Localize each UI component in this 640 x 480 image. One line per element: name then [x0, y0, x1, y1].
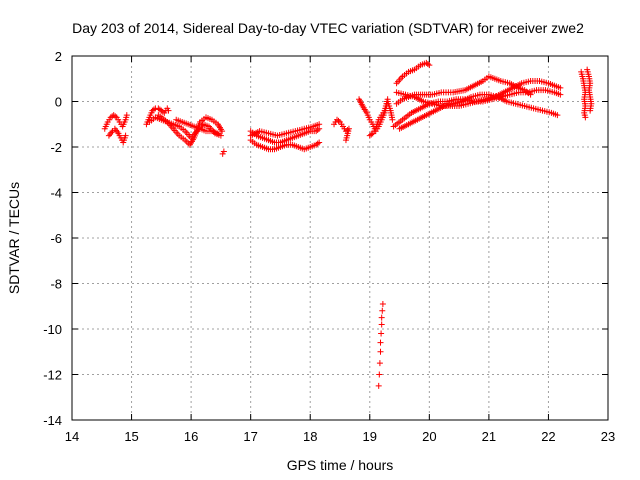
data-point: [342, 137, 349, 144]
data-point: [557, 91, 564, 98]
x-tick-label: 21: [482, 429, 496, 444]
y-tick-label: -6: [50, 231, 62, 246]
x-tick-label: 22: [541, 429, 555, 444]
data-point: [377, 339, 384, 346]
data-point: [378, 314, 385, 321]
x-tick-label: 16: [184, 429, 198, 444]
y-tick-label: 2: [55, 49, 62, 64]
data-point: [378, 321, 385, 328]
y-tick-labels: -14 -12 -10 -8 -6 -4 -2 0 2: [43, 49, 62, 428]
series-track-arc-s: [396, 91, 561, 132]
x-tick-label: 20: [422, 429, 436, 444]
x-tick-label: 19: [363, 429, 377, 444]
series-track-arc-u: [578, 68, 589, 121]
axis-ticks: [71, 55, 609, 421]
series-track-arc-n: [375, 300, 386, 389]
y-tick-label: -10: [43, 322, 62, 337]
chart-title: Day 203 of 2014, Sidereal Day-to-day VTE…: [72, 20, 584, 36]
data-point: [122, 132, 129, 139]
data-point: [165, 107, 172, 114]
x-tick-label: 14: [65, 429, 79, 444]
data-point: [389, 116, 396, 123]
data-point: [150, 106, 157, 113]
data-point: [376, 371, 383, 378]
data-point: [424, 60, 431, 67]
data-point: [587, 107, 594, 114]
y-tick-label: -2: [50, 140, 62, 155]
grid-lines: [72, 56, 608, 420]
data-point: [220, 148, 227, 155]
data-points: [101, 59, 595, 389]
x-tick-label: 18: [303, 429, 317, 444]
data-point: [377, 348, 384, 355]
data-point: [379, 307, 386, 314]
y-tick-label: -12: [43, 368, 62, 383]
x-tick-label: 17: [243, 429, 257, 444]
y-tick-label: -14: [43, 413, 62, 428]
data-point: [557, 84, 564, 91]
x-tick-label: 23: [601, 429, 615, 444]
data-point: [335, 117, 342, 124]
y-axis-label: SDTVAR / TECUs: [6, 182, 22, 294]
y-tick-label: -8: [50, 277, 62, 292]
data-point: [375, 382, 382, 389]
data-point: [379, 300, 386, 307]
data-point: [582, 114, 589, 121]
x-tick-labels: 14 15 16 17 18 19 20 21 22 23: [65, 429, 615, 444]
data-point: [378, 330, 385, 337]
data-point: [214, 130, 221, 137]
data-point: [426, 62, 433, 69]
y-tick-label: -4: [50, 186, 62, 201]
series-track-arc-v: [584, 66, 595, 114]
series-track-arc-f: [173, 116, 221, 137]
data-point: [219, 128, 226, 135]
data-point: [316, 139, 323, 146]
x-tick-label: 15: [124, 429, 138, 444]
data-point: [316, 121, 323, 128]
y-tick-label: 0: [55, 95, 62, 110]
data-point: [183, 138, 190, 145]
data-point: [314, 140, 321, 147]
series-track-arc-k: [331, 116, 352, 144]
data-point: [159, 108, 166, 115]
series-track-arc-q: [393, 78, 564, 110]
x-axis-label: GPS time / hours: [287, 457, 394, 473]
data-point: [368, 131, 375, 138]
data-point: [554, 112, 561, 119]
series-track-arc-g: [219, 148, 227, 157]
series-track-arc-a: [101, 112, 130, 132]
data-point: [112, 113, 119, 120]
series-track-arc-o: [393, 59, 433, 87]
data-point: [376, 360, 383, 367]
series-track-arc-t: [384, 98, 396, 123]
data-point: [123, 112, 130, 119]
series-track-arc-j: [247, 121, 323, 139]
series-track-arc-b: [105, 125, 129, 146]
